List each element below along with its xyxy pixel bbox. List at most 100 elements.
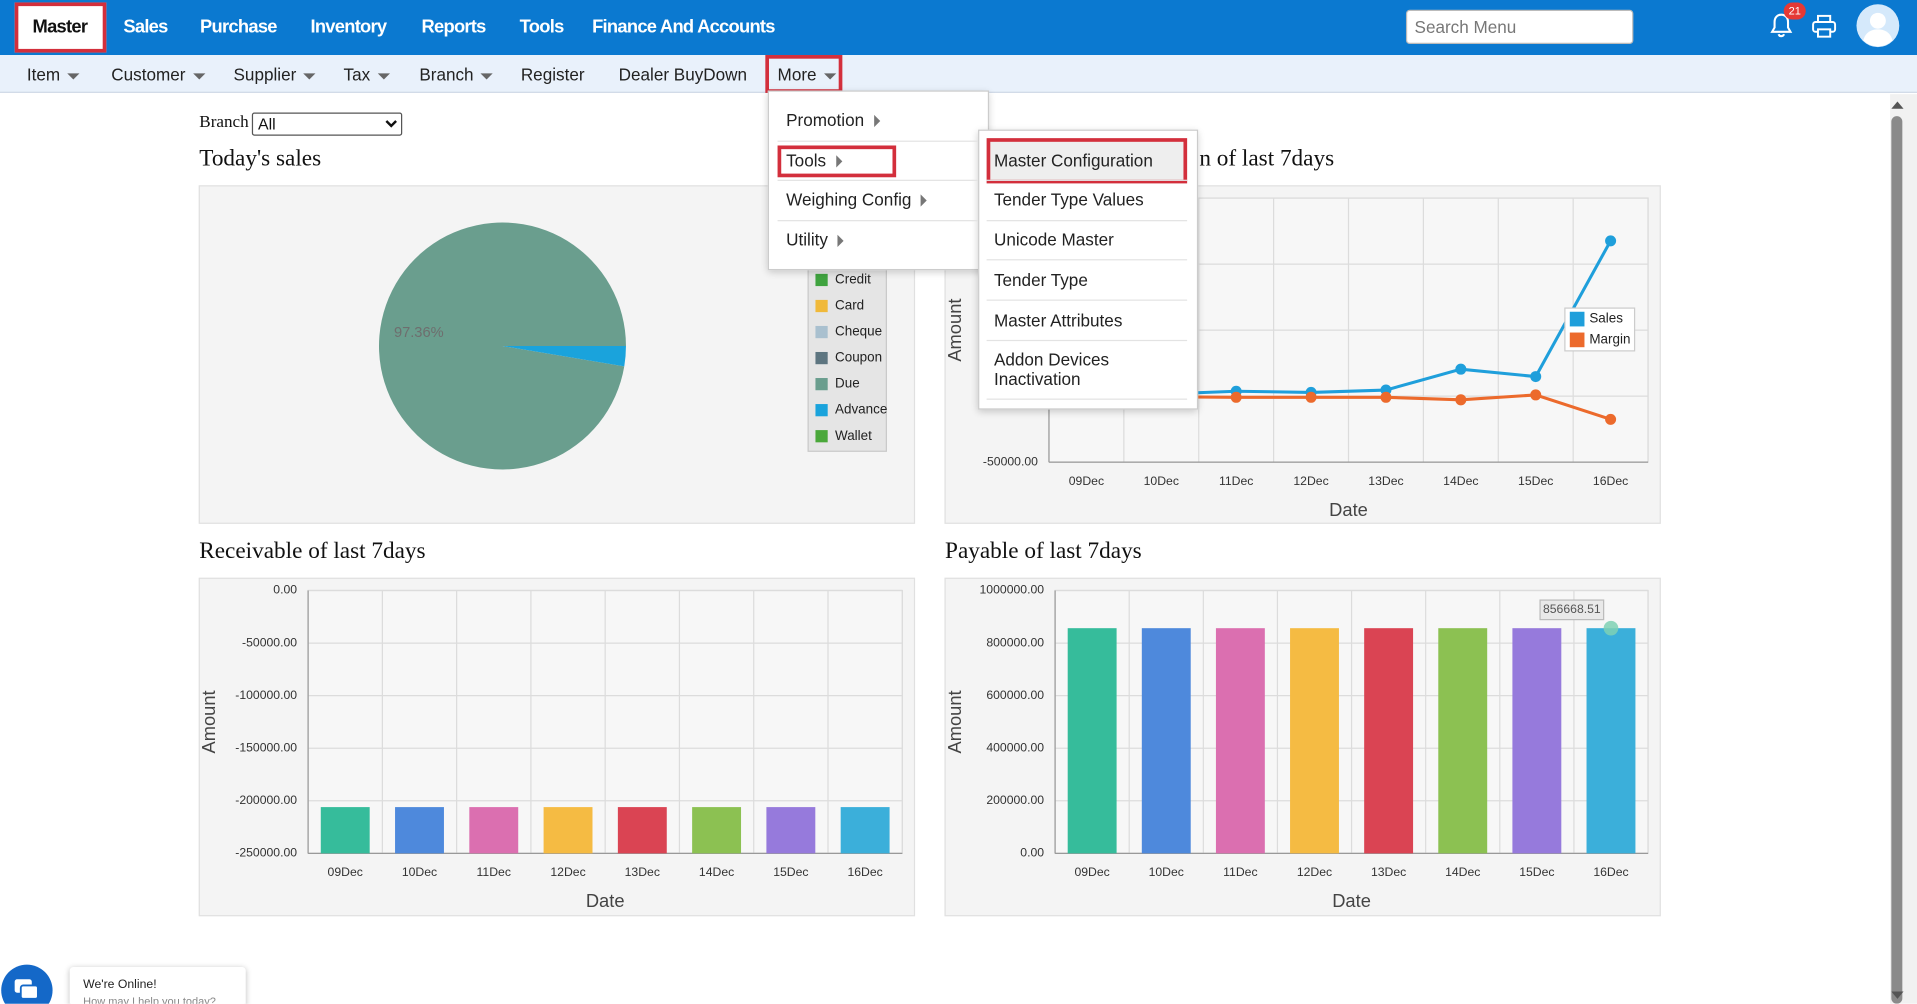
line-point [1530, 371, 1541, 382]
user-avatar[interactable] [1856, 4, 1900, 48]
legend-label: Sales [1589, 311, 1623, 326]
x-tick-label: 14Dec [699, 865, 734, 879]
y-tick-label: -50000.00 [242, 635, 297, 649]
y-tick-label: 600000.00 [986, 688, 1044, 702]
menu-separator [778, 180, 979, 181]
y-tick-label: -150000.00 [235, 740, 297, 754]
x-tick-label: 14Dec [1443, 474, 1478, 488]
top-nav-item[interactable]: Master [33, 17, 88, 38]
tooltip-label: 856668.51 [1543, 602, 1601, 616]
legend-swatch [815, 326, 827, 338]
chat-button[interactable] [0, 963, 54, 1003]
bar [544, 807, 593, 853]
chart-title: Payable of last 7days [945, 538, 1142, 564]
x-tick-label: 09Dec [1069, 474, 1104, 488]
submenu-caret [874, 115, 880, 127]
bar [618, 807, 667, 853]
more-menu-item[interactable]: Utility [786, 230, 844, 250]
bar [1587, 628, 1636, 853]
y-tick-label: 800000.00 [986, 635, 1044, 649]
menu-separator [987, 220, 1188, 221]
line-point [1455, 394, 1466, 405]
x-tick-label: 15Dec [1519, 865, 1554, 879]
bar [766, 807, 815, 853]
search-box[interactable]: Search Menu [1406, 10, 1633, 44]
legend-label: Margin [1589, 331, 1630, 346]
tools-highlight-box [778, 145, 897, 177]
legend-label: Credit [835, 272, 871, 287]
bar [1438, 628, 1487, 853]
bar [1512, 628, 1561, 853]
scrollbar-thumb[interactable] [1891, 116, 1902, 1004]
chat-bubble[interactable]: We're Online! How may I help you today? [70, 967, 246, 1004]
legend-swatch [1570, 333, 1585, 348]
x-tick-label: 16Dec [1593, 865, 1628, 879]
menu-separator [987, 300, 1188, 301]
branch-select[interactable]: All [252, 112, 402, 135]
top-nav-item[interactable]: Finance And Accounts [592, 17, 775, 38]
x-tick-label: 09Dec [328, 865, 363, 879]
top-nav-item[interactable]: Purchase [200, 17, 277, 38]
submenu-item[interactable]: Master Attributes [994, 311, 1183, 331]
x-tick-label: 16Dec [1593, 474, 1628, 488]
x-tick-label: 10Dec [1144, 474, 1179, 488]
x-axis-title: Date [1329, 499, 1368, 520]
bar [321, 807, 370, 853]
y-tick-label: 200000.00 [986, 793, 1044, 807]
sub-nav-item[interactable]: Customer [111, 65, 205, 85]
x-tick-label: 12Dec [1297, 865, 1332, 879]
legend-label: Advance [835, 402, 887, 417]
menu-separator [778, 140, 979, 141]
x-tick-label: 13Dec [1371, 865, 1406, 879]
sub-nav-item[interactable]: Register [521, 65, 585, 85]
y-tick-label: -200000.00 [235, 793, 297, 807]
x-tick-label: 10Dec [1149, 865, 1184, 879]
line-point [1530, 389, 1541, 400]
scroll-down-arrow[interactable] [1891, 990, 1903, 1000]
top-nav-item[interactable]: Tools [520, 17, 564, 38]
print-icon[interactable] [1811, 13, 1838, 40]
y-tick-label: -100000.00 [235, 688, 297, 702]
x-tick-label: 13Dec [1368, 474, 1403, 488]
line-point [1605, 414, 1616, 425]
legend-swatch [815, 404, 827, 416]
submenu-item[interactable]: Unicode Master [994, 230, 1183, 250]
bar [469, 807, 518, 853]
submenu-item[interactable]: Addon Devices Inactivation [994, 350, 1141, 389]
dropdown-caret [193, 73, 205, 79]
dropdown-caret [304, 73, 316, 79]
top-nav-item[interactable]: Reports [421, 17, 485, 38]
chat-subtitle: How may I help you today? [83, 995, 216, 1004]
line-point [1306, 392, 1317, 403]
y-axis-title: Amount [198, 690, 219, 753]
submenu-caret [921, 195, 927, 207]
sub-nav-item[interactable]: Item [27, 65, 80, 85]
branch-label: Branch [199, 114, 248, 134]
chart-title: Receivable of last 7days [199, 538, 425, 564]
submenu-item[interactable]: Tender Type [994, 270, 1183, 290]
sub-nav-item[interactable]: Tax [344, 65, 390, 85]
more-menu-item[interactable]: Weighing Config [786, 189, 927, 209]
dropdown-caret [378, 73, 390, 79]
sub-nav-item[interactable]: Supplier [234, 65, 316, 85]
scroll-up-arrow[interactable] [1891, 100, 1903, 110]
bar [1290, 628, 1339, 853]
submenu-item[interactable]: Master Configuration [994, 150, 1183, 170]
sub-nav-item[interactable]: Branch [419, 65, 493, 85]
line-point [1455, 364, 1466, 375]
line-point [1605, 235, 1616, 246]
sub-nav-item[interactable]: Dealer BuyDown [619, 65, 747, 85]
legend-swatch [1570, 312, 1585, 327]
x-tick-label: 12Dec [1293, 474, 1328, 488]
legend-swatch [815, 430, 827, 442]
more-highlight-box [765, 55, 842, 93]
bar [395, 807, 444, 853]
legend-swatch [815, 300, 827, 312]
top-nav-item[interactable]: Sales [123, 17, 167, 38]
y-tick-label: -50000.00 [983, 454, 1038, 468]
more-menu-item[interactable]: Promotion [786, 110, 880, 130]
top-nav-item[interactable]: Inventory [310, 17, 386, 38]
submenu-item[interactable]: Tender Type Values [994, 189, 1183, 209]
legend-swatch [815, 274, 827, 286]
